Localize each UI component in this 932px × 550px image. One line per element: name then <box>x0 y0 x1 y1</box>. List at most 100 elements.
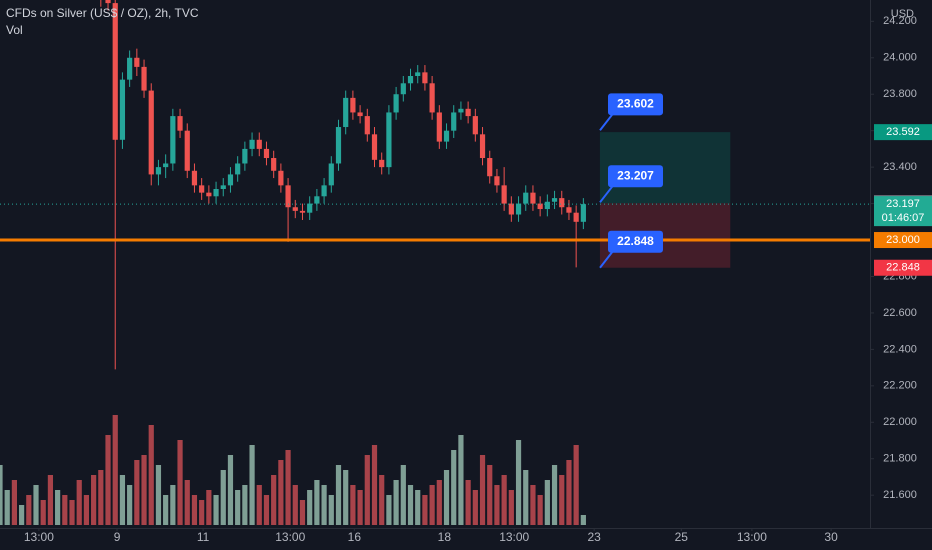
candle-body <box>271 158 277 171</box>
candle-body <box>357 112 363 117</box>
volume-bar <box>76 480 82 525</box>
volume-bar <box>127 485 133 525</box>
candle-body <box>465 108 471 117</box>
x-tick-label: 18 <box>438 530 452 544</box>
candle-body <box>299 210 306 213</box>
volume-bar <box>278 460 284 525</box>
y-tick-label: 22.400 <box>883 343 917 355</box>
candle-body <box>127 57 133 80</box>
candle-body <box>119 79 126 140</box>
volume-bar <box>515 440 522 525</box>
volume-bar <box>55 490 61 525</box>
x-tick-label: 30 <box>824 530 838 544</box>
volume-bar <box>314 480 320 525</box>
volume-bar <box>285 450 291 525</box>
candle-body <box>544 201 550 210</box>
last-price-label: 23.197 <box>886 198 920 210</box>
volume-bar <box>335 465 342 525</box>
y-tick-label: 24.200 <box>883 15 917 27</box>
volume-bar <box>472 490 478 525</box>
candle-body <box>400 83 406 95</box>
candle-body <box>112 3 118 140</box>
volume-bar <box>443 470 450 525</box>
candle-body <box>523 192 529 204</box>
candle-body <box>321 185 327 197</box>
x-tick-label: 25 <box>675 530 689 544</box>
volume-bar <box>364 455 370 525</box>
x-tick-label: 11 <box>197 530 210 544</box>
candle-body <box>350 97 356 113</box>
volume-bar <box>451 450 457 525</box>
volume-bar <box>271 475 277 525</box>
candle-body <box>170 116 176 164</box>
volume-bar <box>580 515 586 525</box>
volume-bar <box>422 495 428 525</box>
volume-bar <box>26 495 32 525</box>
candle-body <box>371 134 378 160</box>
chart-title: CFDs on Silver (US$ / OZ), 2h, TVC <box>6 6 199 20</box>
candle-body <box>551 198 558 202</box>
candle-body <box>379 159 385 168</box>
volume-bar <box>458 435 464 525</box>
x-tick-label: 13:00 <box>737 530 767 544</box>
volume-bar <box>227 455 234 525</box>
volume-bar <box>429 485 435 525</box>
volume-bar <box>256 485 262 525</box>
volume-bar <box>191 495 198 525</box>
volume-bar <box>40 500 46 525</box>
y-tick-label: 23.800 <box>883 88 917 100</box>
volume-bar <box>11 480 18 525</box>
volume-bar <box>371 445 378 525</box>
candle-body <box>328 163 334 186</box>
volume-bar <box>155 465 162 525</box>
volume-bar <box>112 415 118 525</box>
stop-tag-label: 22.848 <box>886 262 920 274</box>
candle-body <box>278 170 284 186</box>
candle-body <box>537 203 543 210</box>
volume-bar <box>530 485 536 525</box>
hline-tag <box>874 232 932 249</box>
volume-bar <box>544 480 550 525</box>
candle-body <box>213 189 219 197</box>
candle-body <box>314 196 320 204</box>
last-price-tag <box>874 196 932 227</box>
y-tick-label: 23.400 <box>883 161 917 173</box>
volume-bar <box>148 425 154 525</box>
volume-bar <box>170 485 176 525</box>
callout-label: 23.207 <box>617 168 654 182</box>
volume-bar <box>83 495 90 525</box>
volume-bar <box>62 495 68 525</box>
candle-body <box>206 192 212 197</box>
volume-bar <box>523 470 529 525</box>
volume-label: Vol <box>6 23 23 37</box>
candle-body <box>472 116 478 135</box>
candle-body <box>141 66 147 91</box>
candle-body <box>184 130 190 171</box>
target-tag-label: 23.592 <box>886 126 920 138</box>
volume-bar <box>537 495 543 525</box>
volume-bar <box>465 480 471 525</box>
candle-body <box>429 83 435 113</box>
volume-bar <box>19 505 25 525</box>
volume-bar <box>321 485 327 525</box>
candle-body <box>220 185 226 190</box>
candle-body <box>335 127 342 164</box>
candle-body <box>566 207 572 213</box>
volume-bar <box>307 490 313 525</box>
volume-bar <box>199 500 205 525</box>
callout-box <box>608 230 663 253</box>
candle-body <box>163 163 169 168</box>
volume-bar <box>263 495 270 525</box>
candle-body <box>530 192 536 204</box>
volume-bar <box>494 485 500 525</box>
candle-body <box>494 176 500 186</box>
candle-body <box>515 203 522 215</box>
overlay: 21.600 21.800 22.000 22.200 22.400 22.600 22.8… <box>24 15 932 544</box>
volume-bar <box>163 495 169 525</box>
candle-body <box>191 170 198 186</box>
volume-bar <box>501 475 507 525</box>
volume-bar <box>559 475 565 525</box>
candle-body <box>285 185 291 208</box>
volume-bar <box>328 495 334 525</box>
candle-body <box>292 207 298 211</box>
